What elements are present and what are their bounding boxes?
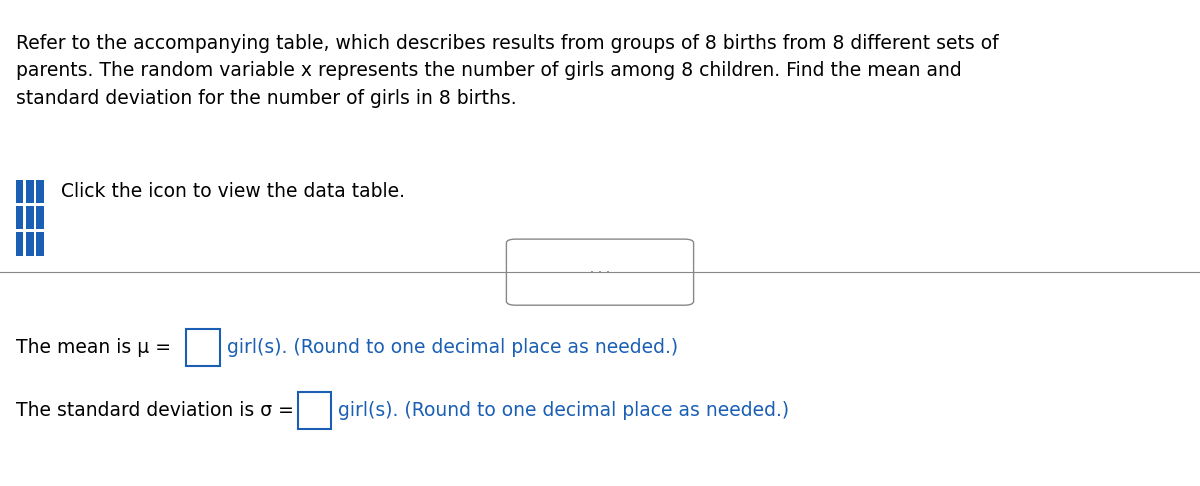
Text: girl(s). (Round to one decimal place as needed.): girl(s). (Round to one decimal place as … xyxy=(338,401,790,420)
FancyBboxPatch shape xyxy=(26,180,34,203)
FancyBboxPatch shape xyxy=(298,393,331,429)
Text: The mean is μ =: The mean is μ = xyxy=(16,338,176,357)
FancyBboxPatch shape xyxy=(16,206,24,229)
FancyBboxPatch shape xyxy=(36,180,43,203)
Text: · · ·: · · · xyxy=(590,266,610,278)
Text: girl(s). (Round to one decimal place as needed.): girl(s). (Round to one decimal place as … xyxy=(227,338,678,357)
Text: Refer to the accompanying table, which describes results from groups of 8 births: Refer to the accompanying table, which d… xyxy=(16,34,998,107)
Text: Click the icon to view the data table.: Click the icon to view the data table. xyxy=(55,182,406,201)
FancyBboxPatch shape xyxy=(186,330,220,366)
FancyBboxPatch shape xyxy=(26,206,34,229)
FancyBboxPatch shape xyxy=(16,180,24,203)
FancyBboxPatch shape xyxy=(26,232,34,256)
FancyBboxPatch shape xyxy=(16,232,24,256)
FancyBboxPatch shape xyxy=(36,206,43,229)
FancyBboxPatch shape xyxy=(36,232,43,256)
Text: The standard deviation is σ =: The standard deviation is σ = xyxy=(16,401,300,420)
FancyBboxPatch shape xyxy=(506,239,694,305)
